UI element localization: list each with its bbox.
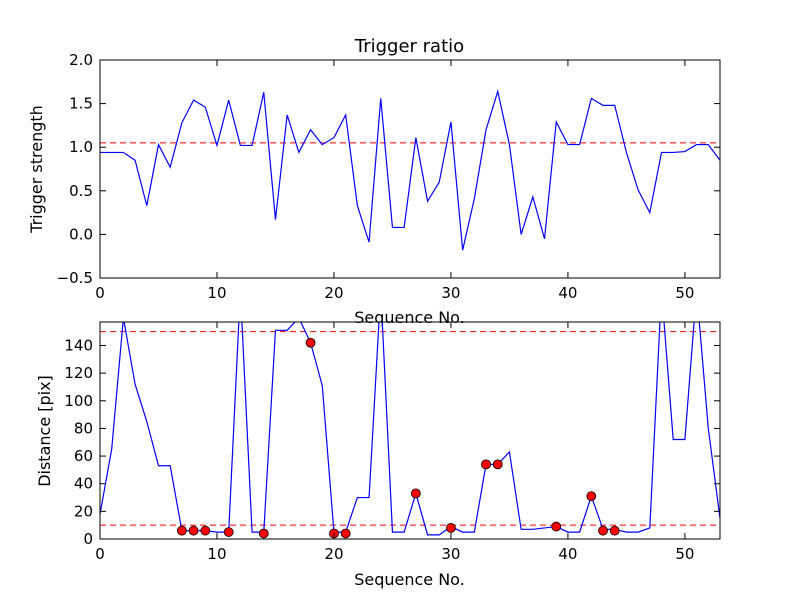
top-y-tick-label: 0.5 [69, 182, 93, 200]
top-y-tick-label: 2.0 [69, 51, 93, 69]
bottom-marker-point [305, 337, 316, 348]
top-x-tick-label: 10 [207, 284, 226, 302]
bottom-y-tick-label: 100 [64, 392, 93, 410]
bottom-x-tick-label: 10 [207, 545, 226, 563]
bottom-marker-point [609, 525, 620, 536]
top-y-tick-label: 1.0 [69, 138, 93, 156]
bottom-y-tick-label: 40 [74, 475, 93, 493]
bottom-x-tick-label: 20 [324, 545, 343, 563]
bottom-y-tick-label: 120 [64, 364, 93, 382]
bottom-marker-point [446, 523, 456, 533]
bottom-marker-point [176, 525, 187, 536]
bottom-marker-point [598, 525, 608, 536]
bottom-marker-point [586, 491, 597, 502]
top-y-axis-label: Trigger strength [27, 105, 46, 234]
trigger-ratio-plot: 0 10 20 30 40 50 −0.5 0.0 0.5 1.0 1.5 2.0 [57, 51, 721, 302]
top-x-tick-label: 30 [441, 284, 460, 302]
bottom-marker-point [258, 528, 269, 539]
top-x-tick-label: 0 [95, 284, 105, 302]
bottom-y-tick-label: 140 [64, 336, 93, 354]
top-x-tick-label: 50 [675, 284, 694, 302]
bottom-marker-point [340, 528, 351, 539]
top-x-tick-label: 40 [558, 284, 577, 302]
bottom-y-tick-label: 80 [74, 419, 93, 437]
bottom-y-axis-label: Distance [pix] [35, 375, 54, 487]
top-x-tick-label: 20 [324, 284, 343, 302]
bottom-marker-point [188, 525, 199, 536]
top-x-axis-label: Sequence No. [354, 308, 465, 327]
top-series-line-0 [100, 89, 720, 251]
bottom-x-tick-label: 40 [558, 545, 577, 563]
distance-plot: 0 10 20 30 40 50 0 20 40 60 80 100 120 140 [64, 321, 721, 563]
bottom-marker-point [223, 527, 234, 537]
top-axes-frame [99, 59, 721, 279]
bottom-marker-point [492, 459, 503, 470]
bottom-y-tick-label: 60 [74, 447, 93, 465]
bottom-marker-point [481, 459, 491, 470]
bottom-y-tick-label: 20 [74, 502, 93, 520]
bottom-axes-frame [99, 321, 721, 540]
bottom-marker-point [410, 488, 421, 499]
chart-title: Trigger ratio [354, 36, 464, 57]
bottom-x-tick-label: 50 [675, 545, 694, 563]
bottom-x-tick-label: 0 [95, 545, 105, 563]
bottom-x-axis-label: Sequence No. [354, 570, 465, 589]
bottom-marker-point [200, 525, 211, 536]
top-y-tick-label: 1.5 [69, 95, 93, 113]
bottom-marker-point [551, 521, 562, 532]
top-y-tick-label: −0.5 [57, 269, 93, 287]
top-y-tick-label: 0.0 [69, 225, 93, 243]
bottom-x-tick-label: 30 [441, 545, 460, 563]
top-data-layer [100, 89, 720, 251]
bottom-y-tick-label: 0 [83, 530, 93, 548]
